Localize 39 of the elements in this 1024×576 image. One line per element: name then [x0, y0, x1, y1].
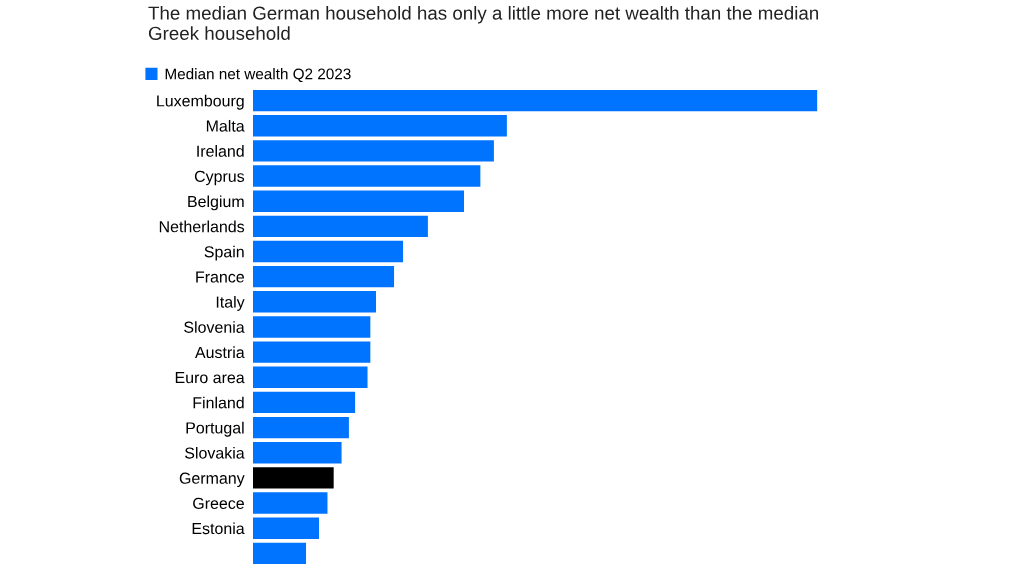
- y-tick-label: Slovakia: [185, 446, 245, 459]
- y-tick-label: Slovenia: [184, 321, 245, 333]
- bar: [253, 215, 428, 238]
- y-tick-label: Netherlands: [159, 220, 245, 233]
- bar: [253, 240, 404, 263]
- y-tick-label: Malta: [206, 119, 245, 132]
- y-tick-label: Belgium: [188, 195, 244, 211]
- bar: [253, 416, 349, 439]
- y-tick-label: Euro area: [175, 372, 245, 384]
- bar: [253, 89, 818, 112]
- legend-label: Median net wealth Q2 2023: [165, 68, 351, 83]
- bar: [253, 165, 481, 187]
- bar: [253, 366, 368, 388]
- bar: [253, 341, 371, 363]
- y-tick-label: Luxembourg: [157, 94, 244, 110]
- bar: [253, 265, 395, 288]
- bar: [253, 492, 328, 514]
- bar: [253, 517, 320, 539]
- bar: [253, 467, 334, 489]
- bar: [253, 115, 507, 137]
- y-tick-label: Finland: [193, 396, 244, 409]
- y-tick-label: France: [196, 271, 244, 283]
- bar: [253, 542, 307, 565]
- bar: [253, 291, 376, 313]
- bar: [253, 391, 356, 414]
- y-tick-label: Spain: [204, 245, 244, 261]
- bar: [253, 140, 494, 162]
- y-tick-label: Portugal: [186, 421, 244, 437]
- y-tick-label: Estonia: [192, 522, 245, 535]
- y-tick-label: Germany: [179, 472, 245, 487]
- y-tick-label: Ireland: [197, 145, 244, 157]
- y-tick-label: Italy: [216, 296, 245, 311]
- chart-title: The median German household has only a little more net wealth than the median Greek household: [148, 6, 819, 40]
- y-tick-label: Greece: [193, 497, 244, 509]
- bar: [253, 442, 342, 464]
- bar: [253, 190, 464, 212]
- bar: [253, 316, 371, 338]
- y-tick-label: Austria: [194, 346, 245, 359]
- y-tick-label: Cyprus: [194, 170, 245, 186]
